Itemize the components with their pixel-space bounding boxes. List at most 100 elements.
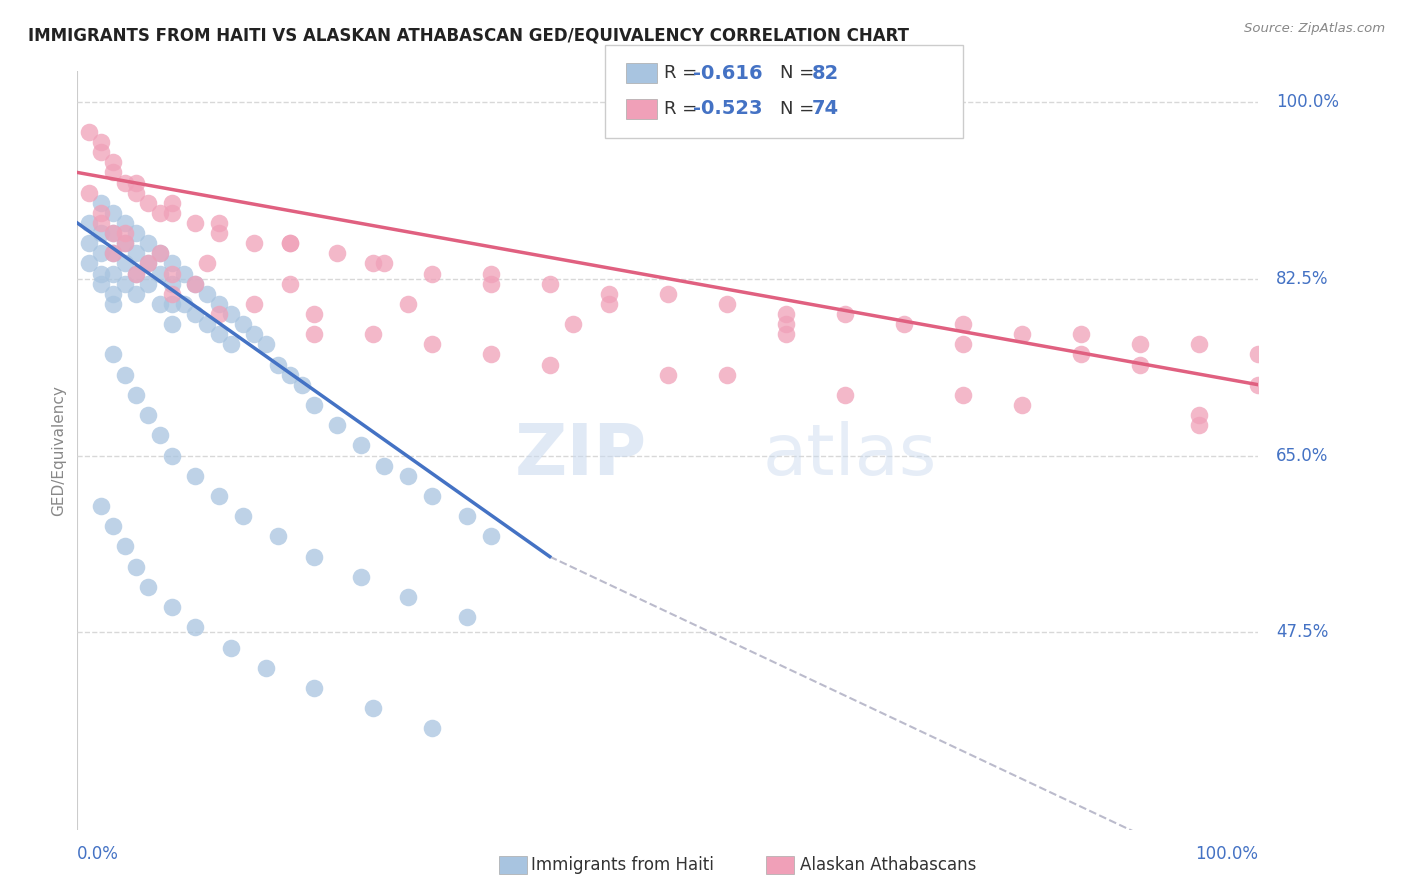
Point bbox=[1070, 327, 1092, 342]
Point bbox=[101, 226, 124, 240]
Point bbox=[302, 681, 325, 695]
Point bbox=[1188, 408, 1211, 422]
Y-axis label: GED/Equivalency: GED/Equivalency bbox=[51, 385, 66, 516]
Text: R =: R = bbox=[664, 100, 703, 118]
Point bbox=[136, 256, 159, 270]
Point bbox=[125, 388, 148, 402]
Point bbox=[219, 337, 242, 351]
Text: N =: N = bbox=[780, 100, 820, 118]
Point bbox=[232, 509, 254, 524]
Point bbox=[396, 468, 419, 483]
Point bbox=[952, 337, 974, 351]
Point bbox=[90, 277, 112, 291]
Point bbox=[373, 458, 395, 473]
Point bbox=[208, 216, 231, 230]
Point bbox=[77, 125, 100, 139]
Point bbox=[90, 216, 112, 230]
Text: 74: 74 bbox=[811, 99, 838, 119]
Point bbox=[479, 267, 502, 281]
Point bbox=[149, 267, 172, 281]
Point bbox=[136, 408, 159, 422]
Point bbox=[538, 358, 561, 372]
Point bbox=[125, 186, 148, 200]
Point bbox=[90, 206, 112, 220]
Point bbox=[149, 297, 172, 311]
Point bbox=[208, 226, 231, 240]
Point bbox=[149, 246, 172, 260]
Point bbox=[326, 418, 349, 433]
Point bbox=[278, 368, 301, 382]
Point bbox=[101, 226, 124, 240]
Point bbox=[101, 519, 124, 533]
Point bbox=[101, 246, 124, 260]
Point bbox=[114, 540, 136, 554]
Point bbox=[195, 286, 218, 301]
Point bbox=[90, 267, 112, 281]
Text: -0.523: -0.523 bbox=[693, 99, 762, 119]
Point bbox=[302, 398, 325, 412]
Point bbox=[114, 368, 136, 382]
Point bbox=[136, 236, 159, 251]
Point bbox=[243, 327, 266, 342]
Point bbox=[125, 246, 148, 260]
Point bbox=[302, 307, 325, 321]
Point bbox=[101, 286, 124, 301]
Point bbox=[160, 195, 183, 210]
Point bbox=[952, 317, 974, 331]
Point bbox=[136, 580, 159, 594]
Point bbox=[101, 165, 124, 179]
Text: ZIP: ZIP bbox=[515, 421, 647, 490]
Point bbox=[893, 317, 915, 331]
Text: 100.0%: 100.0% bbox=[1195, 845, 1258, 863]
Point bbox=[101, 267, 124, 281]
Point bbox=[149, 246, 172, 260]
Point bbox=[420, 722, 443, 736]
Point bbox=[184, 277, 207, 291]
Point bbox=[90, 226, 112, 240]
Point bbox=[350, 438, 373, 452]
Point bbox=[219, 640, 242, 655]
Point bbox=[184, 620, 207, 634]
Text: atlas: atlas bbox=[762, 421, 936, 490]
Point bbox=[479, 277, 502, 291]
Point bbox=[208, 307, 231, 321]
Point bbox=[267, 529, 290, 543]
Point bbox=[278, 236, 301, 251]
Point bbox=[1011, 327, 1033, 342]
Point bbox=[136, 256, 159, 270]
Point bbox=[420, 337, 443, 351]
Point bbox=[160, 267, 183, 281]
Point bbox=[479, 529, 502, 543]
Point bbox=[952, 388, 974, 402]
Point bbox=[90, 246, 112, 260]
Point bbox=[184, 216, 207, 230]
Point bbox=[149, 428, 172, 442]
Point bbox=[160, 256, 183, 270]
Point bbox=[1188, 418, 1211, 433]
Text: R =: R = bbox=[664, 64, 703, 82]
Point bbox=[326, 246, 349, 260]
Point bbox=[267, 358, 290, 372]
Text: Alaskan Athabascans: Alaskan Athabascans bbox=[800, 856, 976, 874]
Point bbox=[114, 216, 136, 230]
Text: -0.616: -0.616 bbox=[693, 63, 763, 83]
Point bbox=[716, 368, 738, 382]
Point bbox=[173, 297, 195, 311]
Point bbox=[184, 468, 207, 483]
Point bbox=[77, 236, 100, 251]
Point bbox=[479, 347, 502, 361]
Point bbox=[77, 216, 100, 230]
Text: 0.0%: 0.0% bbox=[77, 845, 120, 863]
Text: N =: N = bbox=[780, 64, 820, 82]
Text: Source: ZipAtlas.com: Source: ZipAtlas.com bbox=[1244, 22, 1385, 36]
Point bbox=[125, 267, 148, 281]
Text: Immigrants from Haiti: Immigrants from Haiti bbox=[531, 856, 714, 874]
Point bbox=[184, 307, 207, 321]
Point bbox=[77, 256, 100, 270]
Point bbox=[114, 236, 136, 251]
Point bbox=[373, 256, 395, 270]
Point bbox=[114, 277, 136, 291]
Point bbox=[160, 449, 183, 463]
Point bbox=[1011, 398, 1033, 412]
Point bbox=[1247, 377, 1270, 392]
